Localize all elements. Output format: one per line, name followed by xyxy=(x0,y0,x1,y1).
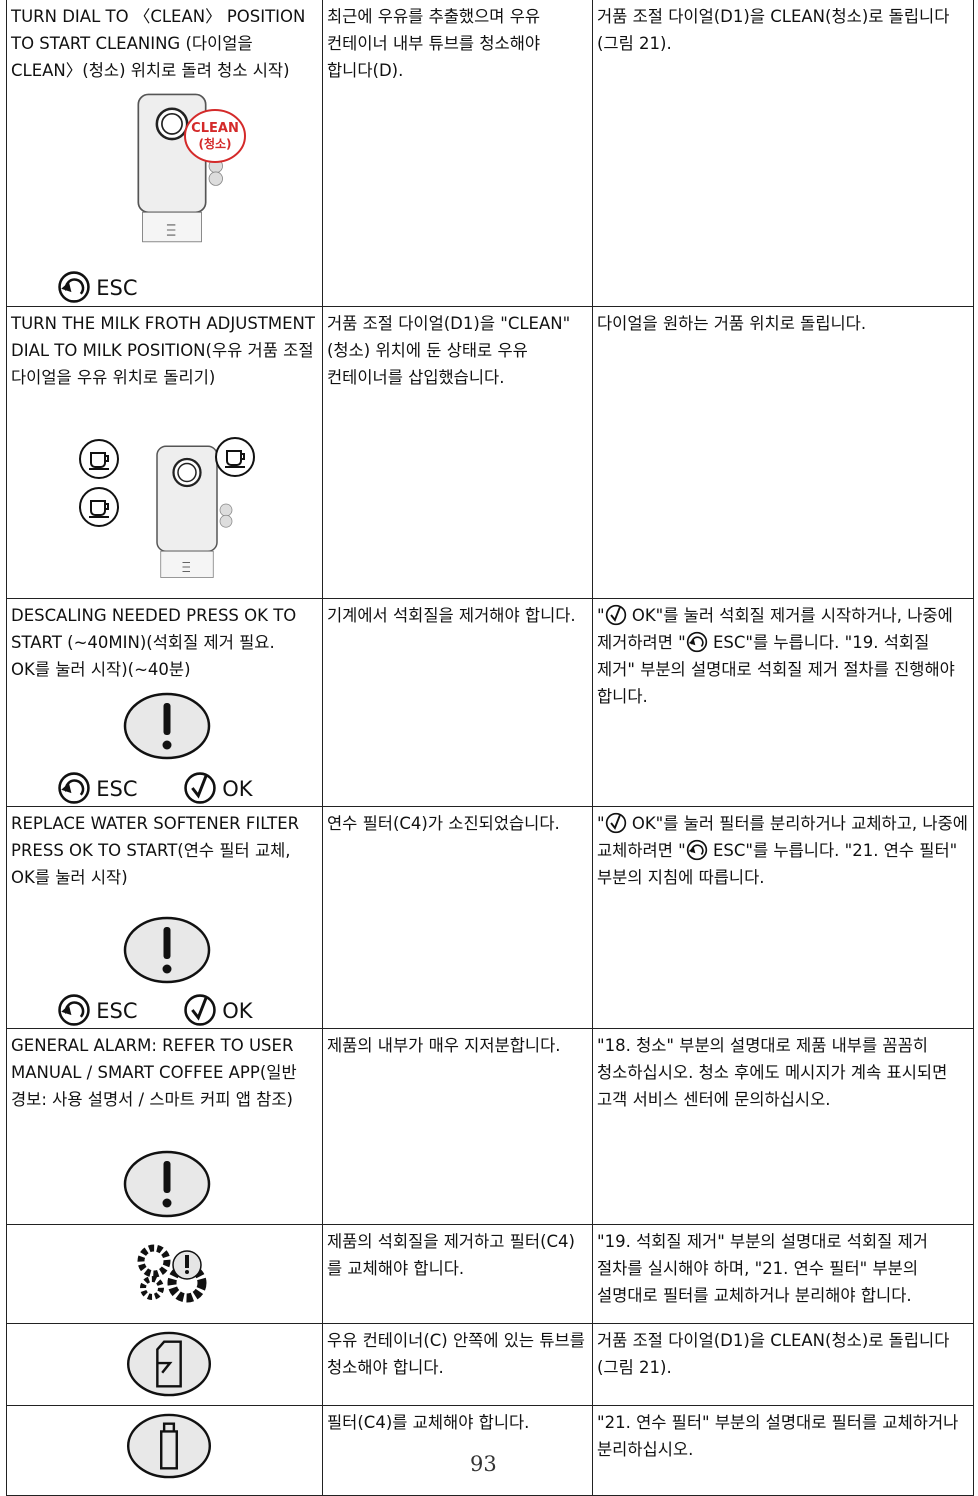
icon-label: ESC xyxy=(96,276,138,300)
gears-icon xyxy=(132,1243,212,1303)
solution-text: " xyxy=(597,814,605,833)
solution-text: OK"를 눌러 석회질 제거를 시작하거나, 나중에 제거하려면 " xyxy=(597,606,953,652)
message-cell: GENERAL ALARM: REFER TO USER MANUAL / SM… xyxy=(6,1028,323,1225)
icon-label: CLEAN xyxy=(191,121,239,136)
cause-cell: 우유 컨테이너(C) 안쪽에 있는 튜브를 청소해야 합니다. xyxy=(322,1323,593,1406)
icon-cell xyxy=(6,1405,323,1496)
cause-cell: 연수 필터(C4)가 소진되었습니다. xyxy=(322,806,593,1029)
cause-cell: 기계에서 석회질을 제거해야 합니다. xyxy=(322,598,593,807)
solution: 거품 조절 다이얼(D1)을 CLEAN(청소)로 돌립니다(그림 21). xyxy=(597,1331,950,1377)
cause: 제품의 내부가 매우 지저분합니다. xyxy=(327,1036,561,1055)
check-icon xyxy=(183,993,217,1027)
cup-icon xyxy=(77,437,121,481)
solution-text: " xyxy=(597,606,605,625)
table-row: TURN THE MILK FROTH ADJUSTMENT DIAL TO M… xyxy=(6,306,974,599)
icon-label: ESC xyxy=(96,999,138,1023)
cup-icon xyxy=(77,485,121,529)
cause: 제품의 석회질을 제거하고 필터(C4)를 교체해야 합니다. xyxy=(327,1232,575,1278)
alert-icon xyxy=(122,1149,212,1219)
cause-cell: 거품 조절 다이얼(D1)을 "CLEAN"(청소) 위치에 둔 상태로 우유 … xyxy=(322,306,593,599)
back-icon xyxy=(686,631,708,653)
solution: "19. 석회질 제거" 부분의 설명대로 석회질 제거 절차를 실시해야 하며… xyxy=(597,1232,928,1305)
esc-button: ESC xyxy=(57,993,138,1027)
filter-icon xyxy=(125,1412,213,1480)
icon-label: (청소) xyxy=(198,136,231,151)
solution-text: ESC"를 누릅니다. "21. 연수 필터" 부분의 지침에 따릅니다. xyxy=(597,841,958,887)
solution: 거품 조절 다이얼(D1)을 CLEAN(청소)로 돌립니다(그림 21). xyxy=(597,7,950,53)
message-cell: TURN DIAL TO 〈CLEAN〉 POSITION TO START C… xyxy=(6,0,323,307)
ok-button: OK xyxy=(183,771,253,805)
solution-cell: "18. 청소" 부분의 설명대로 제품 내부를 꼼꼼히 청소하십시오. 청소 … xyxy=(592,1028,974,1225)
solution-cell: " OK"를 눌러 석회질 제거를 시작하거나, 나중에 제거하려면 " ESC… xyxy=(592,598,974,807)
cause: 기계에서 석회질을 제거해야 합니다. xyxy=(327,606,576,625)
solution-cell: 거품 조절 다이얼(D1)을 CLEAN(청소)로 돌립니다(그림 21). xyxy=(592,0,974,307)
table-row: TURN DIAL TO 〈CLEAN〉 POSITION TO START C… xyxy=(6,0,974,307)
cause-cell: 최근에 우유를 추출했으며 우유 컨테이너 내부 튜브를 청소해야 합니다(D)… xyxy=(322,0,593,307)
icon-cell xyxy=(6,1224,323,1324)
alert-icon xyxy=(122,915,212,985)
alert-icon xyxy=(122,691,212,761)
back-icon xyxy=(57,270,91,304)
message: GENERAL ALARM: REFER TO USER MANUAL / SM… xyxy=(11,1036,297,1109)
icon-label: OK xyxy=(222,777,253,801)
ok-button: OK xyxy=(183,993,253,1027)
troubleshooting-table: TURN DIAL TO 〈CLEAN〉 POSITION TO START C… xyxy=(6,0,974,1496)
solution-cell: 다이얼을 원하는 거품 위치로 돌립니다. xyxy=(592,306,974,599)
message: REPLACE WATER SOFTENER FILTER PRESS OK T… xyxy=(11,814,300,887)
table-row: GENERAL ALARM: REFER TO USER MANUAL / SM… xyxy=(6,1028,974,1225)
clean-badge: CLEAN(청소) xyxy=(184,109,246,163)
cause: 연수 필터(C4)가 소진되었습니다. xyxy=(327,814,560,833)
solution: "21. 연수 필터" 부분의 설명대로 필터를 교체하거나 분리하십시오. xyxy=(597,1413,959,1459)
cause-cell: 제품의 석회질을 제거하고 필터(C4)를 교체해야 합니다. xyxy=(322,1224,593,1324)
solution-cell: " OK"를 눌러 필터를 분리하거나 교체하고, 나중에 교체하려면 " ES… xyxy=(592,806,974,1029)
cause: 최근에 우유를 추출했으며 우유 컨테이너 내부 튜브를 청소해야 합니다(D)… xyxy=(327,7,541,80)
check-icon xyxy=(183,771,217,805)
table-row: 우유 컨테이너(C) 안쪽에 있는 튜브를 청소해야 합니다. 거품 조절 다이… xyxy=(6,1323,974,1406)
solution-cell: "21. 연수 필터" 부분의 설명대로 필터를 교체하거나 분리하십시오. xyxy=(592,1405,974,1496)
esc-button: ESC xyxy=(57,771,138,805)
table-row: DESCALING NEEDED PRESS OK TO START (~40M… xyxy=(6,598,974,807)
cause: 거품 조절 다이얼(D1)을 "CLEAN"(청소) 위치에 둔 상태로 우유 … xyxy=(327,314,571,387)
page-number: 93 xyxy=(470,1452,497,1476)
message: DESCALING NEEDED PRESS OK TO START (~40M… xyxy=(11,606,297,679)
solution-cell: 거품 조절 다이얼(D1)을 CLEAN(청소)로 돌립니다(그림 21). xyxy=(592,1323,974,1406)
solution-text: OK"를 눌러 필터를 분리하거나 교체하고, 나중에 교체하려면 " xyxy=(597,814,968,860)
table-row: REPLACE WATER SOFTENER FILTER PRESS OK T… xyxy=(6,806,974,1029)
solution-cell: "19. 석회질 제거" 부분의 설명대로 석회질 제거 절차를 실시해야 하며… xyxy=(592,1224,974,1324)
table-row: 제품의 석회질을 제거하고 필터(C4)를 교체해야 합니다. "19. 석회질… xyxy=(6,1224,974,1324)
message: TURN THE MILK FROTH ADJUSTMENT DIAL TO M… xyxy=(11,314,315,387)
cause: 우유 컨테이너(C) 안쪽에 있는 튜브를 청소해야 합니다. xyxy=(327,1331,585,1377)
check-icon xyxy=(605,604,627,626)
message-cell: REPLACE WATER SOFTENER FILTER PRESS OK T… xyxy=(6,806,323,1029)
message-cell: DESCALING NEEDED PRESS OK TO START (~40M… xyxy=(6,598,323,807)
icon-cell xyxy=(6,1323,323,1406)
solution: 다이얼을 원하는 거품 위치로 돌립니다. xyxy=(597,314,867,333)
milk-icon xyxy=(125,1330,213,1398)
check-icon xyxy=(605,812,627,834)
cause-cell: 제품의 내부가 매우 지저분합니다. xyxy=(322,1028,593,1225)
table-row: 필터(C4)를 교체해야 합니다. "21. 연수 필터" 부분의 설명대로 필… xyxy=(6,1405,974,1496)
back-icon xyxy=(57,993,91,1027)
esc-button: ESC xyxy=(57,270,138,304)
cause-cell: 필터(C4)를 교체해야 합니다. xyxy=(322,1405,593,1496)
icon-label: ESC xyxy=(96,777,138,801)
solution: "18. 청소" 부분의 설명대로 제품 내부를 꼼꼼히 청소하십시오. 청소 … xyxy=(597,1036,948,1109)
message: TURN DIAL TO 〈CLEAN〉 POSITION TO START C… xyxy=(11,7,306,80)
message-cell: TURN THE MILK FROTH ADJUSTMENT DIAL TO M… xyxy=(6,306,323,599)
icon-label: OK xyxy=(222,999,253,1023)
back-icon xyxy=(686,839,708,861)
solution-text: ESC"를 누릅니다. "19. 석회질 제거" 부분의 설명대로 석회질 제거… xyxy=(597,633,955,706)
back-icon xyxy=(57,771,91,805)
cause: 필터(C4)를 교체해야 합니다. xyxy=(327,1413,530,1432)
cup-icon xyxy=(213,435,257,479)
